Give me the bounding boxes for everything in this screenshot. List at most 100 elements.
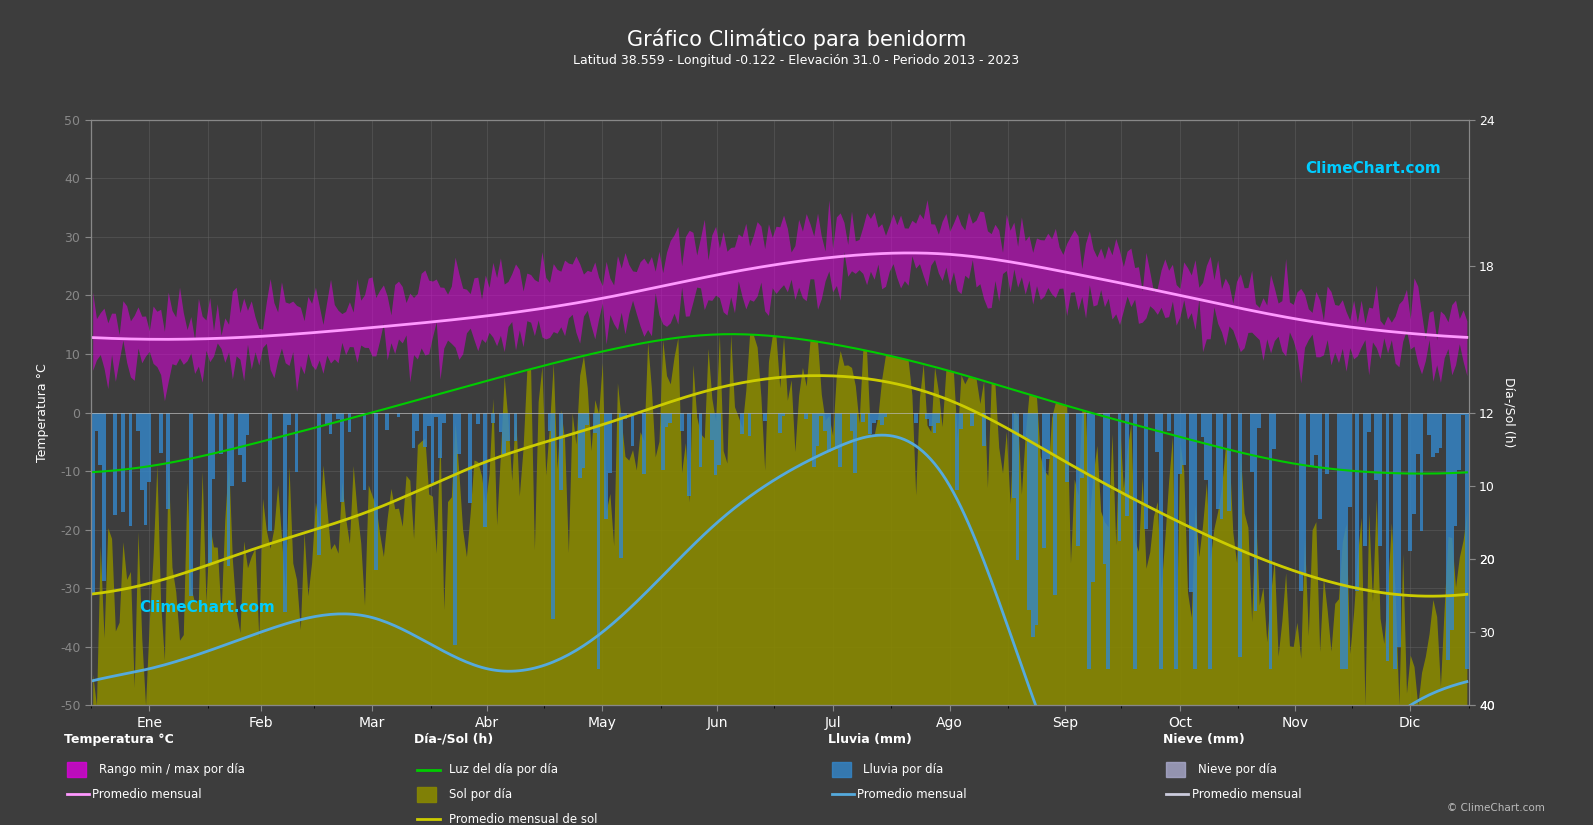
Bar bbox=[1397, 412, 1400, 647]
Bar bbox=[642, 412, 645, 474]
Bar bbox=[374, 412, 378, 570]
Bar bbox=[932, 412, 937, 433]
Text: Nieve (mm): Nieve (mm) bbox=[1163, 733, 1244, 746]
Bar bbox=[710, 412, 714, 441]
Y-axis label: Día-/Sol (h): Día-/Sol (h) bbox=[1502, 377, 1517, 448]
Text: Promedio mensual: Promedio mensual bbox=[1192, 788, 1301, 801]
Text: Temperatura °C: Temperatura °C bbox=[64, 733, 174, 746]
Text: Nieve por día: Nieve por día bbox=[1198, 763, 1278, 776]
Bar bbox=[1155, 412, 1160, 452]
Bar bbox=[476, 412, 479, 424]
Bar bbox=[1166, 762, 1185, 777]
Bar bbox=[656, 412, 661, 414]
Bar bbox=[417, 787, 436, 802]
Bar bbox=[1411, 412, 1416, 514]
Bar bbox=[1027, 412, 1031, 610]
Bar bbox=[559, 412, 562, 489]
Bar bbox=[593, 412, 597, 433]
Bar bbox=[207, 412, 212, 563]
Bar bbox=[166, 412, 170, 509]
Bar bbox=[926, 412, 929, 419]
Bar bbox=[454, 412, 457, 645]
Bar bbox=[585, 412, 589, 425]
Bar bbox=[1446, 412, 1450, 660]
Bar bbox=[1201, 412, 1204, 436]
Bar bbox=[812, 412, 816, 467]
Bar bbox=[981, 412, 986, 446]
Bar bbox=[661, 412, 664, 470]
Bar bbox=[548, 412, 551, 431]
Bar bbox=[1450, 412, 1454, 630]
Bar bbox=[699, 412, 703, 467]
Bar bbox=[1356, 412, 1359, 592]
Bar bbox=[121, 412, 124, 512]
Text: Promedio mensual: Promedio mensual bbox=[92, 788, 202, 801]
Bar bbox=[513, 412, 518, 441]
Bar bbox=[1023, 412, 1027, 437]
Bar bbox=[1438, 412, 1442, 449]
Bar bbox=[212, 412, 215, 478]
Bar bbox=[416, 412, 419, 431]
Bar bbox=[868, 412, 873, 434]
Bar bbox=[1416, 412, 1419, 455]
Bar bbox=[295, 412, 298, 472]
Bar bbox=[879, 412, 884, 426]
Text: Promedio mensual de sol: Promedio mensual de sol bbox=[449, 813, 597, 825]
Bar bbox=[1193, 412, 1196, 669]
Text: Lluvia (mm): Lluvia (mm) bbox=[828, 733, 913, 746]
Bar bbox=[268, 412, 272, 531]
Bar bbox=[1337, 412, 1340, 549]
Bar bbox=[1064, 412, 1069, 482]
Bar bbox=[860, 412, 865, 422]
Bar bbox=[226, 412, 231, 566]
Text: ClimeChart.com: ClimeChart.com bbox=[1305, 161, 1442, 176]
Bar bbox=[604, 412, 609, 519]
Bar bbox=[438, 412, 441, 458]
Bar bbox=[499, 412, 502, 432]
Bar bbox=[1375, 412, 1378, 480]
Bar bbox=[876, 412, 879, 420]
Bar bbox=[140, 412, 143, 490]
Bar bbox=[1088, 412, 1091, 669]
Bar bbox=[1031, 412, 1034, 637]
Bar bbox=[581, 412, 585, 468]
Text: Rango min / max por día: Rango min / max por día bbox=[99, 763, 245, 776]
Bar bbox=[680, 412, 683, 431]
Bar bbox=[827, 412, 830, 452]
Bar bbox=[143, 412, 148, 525]
Bar bbox=[1378, 412, 1381, 546]
Bar bbox=[1325, 412, 1329, 474]
Bar bbox=[1215, 412, 1220, 509]
Bar bbox=[1144, 412, 1149, 530]
Bar bbox=[1042, 412, 1047, 548]
Bar bbox=[1133, 412, 1136, 669]
Bar bbox=[135, 412, 140, 431]
Bar bbox=[1179, 412, 1182, 474]
Bar bbox=[242, 412, 245, 483]
Bar bbox=[507, 412, 510, 441]
Bar bbox=[1419, 412, 1424, 531]
Bar bbox=[1182, 412, 1185, 465]
Bar bbox=[884, 412, 887, 417]
Bar bbox=[1367, 412, 1370, 432]
Bar bbox=[873, 412, 876, 423]
Bar bbox=[491, 412, 495, 423]
Bar bbox=[94, 412, 99, 431]
Bar bbox=[1458, 412, 1461, 469]
Bar bbox=[424, 412, 427, 447]
Bar bbox=[1303, 412, 1306, 573]
Bar bbox=[824, 412, 827, 431]
Bar bbox=[1340, 412, 1344, 669]
Bar bbox=[1160, 412, 1163, 669]
Bar bbox=[430, 412, 435, 483]
Bar bbox=[411, 412, 416, 448]
Text: Promedio mensual: Promedio mensual bbox=[857, 788, 967, 801]
Bar bbox=[849, 412, 854, 431]
Bar bbox=[284, 412, 287, 612]
Bar bbox=[1102, 412, 1106, 563]
Bar bbox=[1427, 412, 1431, 435]
Bar bbox=[1251, 412, 1254, 472]
Bar bbox=[578, 412, 581, 478]
Bar bbox=[970, 412, 975, 426]
Bar bbox=[838, 412, 843, 467]
